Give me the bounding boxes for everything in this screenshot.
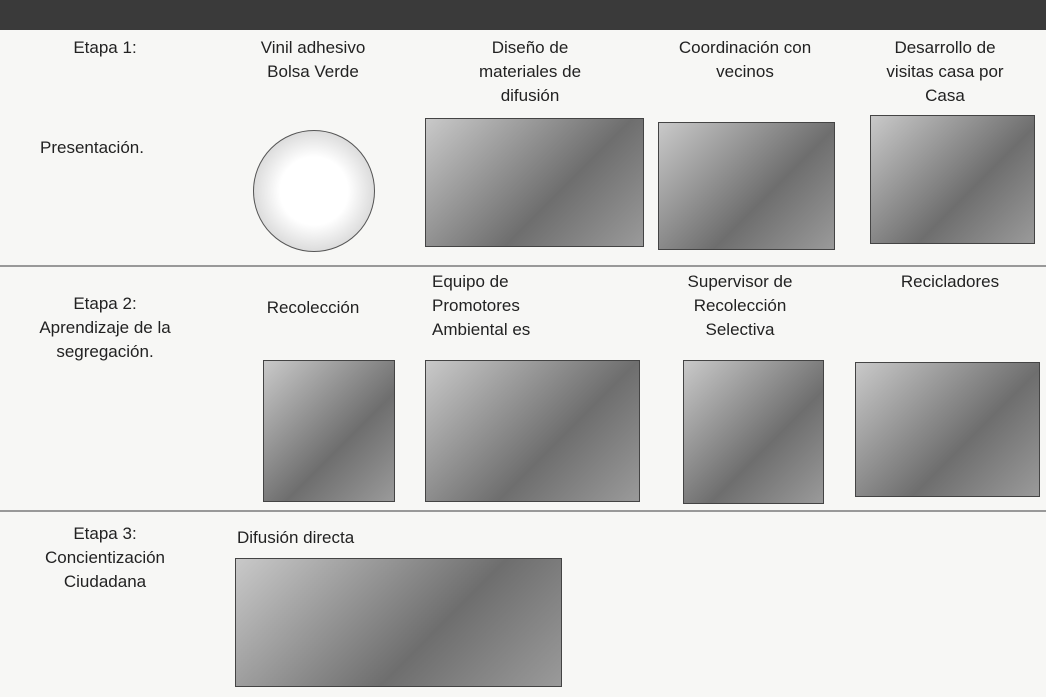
photo — [855, 362, 1040, 497]
item-label: Equipo de — [432, 272, 509, 291]
item-label: Diseño de — [491, 38, 569, 57]
item-label: Ambiental es — [432, 320, 531, 339]
photo — [253, 130, 375, 252]
item-label: Promotores — [432, 296, 520, 315]
item-label: materiales de — [478, 62, 582, 81]
row-divider — [0, 510, 1046, 512]
row-divider — [0, 265, 1046, 267]
stage-label: Ciudadana — [63, 572, 147, 591]
item-label: difusión — [500, 86, 560, 105]
photo — [683, 360, 824, 504]
item-label: Coordinación con — [678, 38, 812, 57]
item-label: Difusión directa — [237, 528, 355, 547]
item-label: Selectiva — [705, 320, 775, 339]
item-label: Recicladores — [900, 272, 1000, 291]
item-label: Vinil adhesivo — [260, 38, 366, 57]
stage-label: Etapa 2: — [73, 294, 137, 313]
stage-label: Concientización — [44, 548, 166, 567]
item-label: Recolección — [266, 298, 360, 317]
stage-label: Etapa 3: — [73, 524, 137, 543]
item-label: Recolección — [693, 296, 787, 315]
photo — [263, 360, 395, 502]
header-bar — [0, 0, 1046, 30]
stage-label: segregación. — [56, 342, 154, 361]
item-label: Casa — [925, 86, 965, 105]
photo — [425, 360, 640, 502]
item-label: Desarrollo de — [894, 38, 996, 57]
photo — [235, 558, 562, 687]
photo — [425, 118, 644, 247]
photo — [658, 122, 835, 250]
item-label: Supervisor de — [687, 272, 793, 291]
item-label: visitas casa por — [886, 62, 1004, 81]
item-label: vecinos — [716, 62, 774, 81]
stage-label: Presentación. — [40, 138, 144, 157]
item-label: Bolsa Verde — [267, 62, 359, 81]
stage-label: Etapa 1: — [73, 38, 137, 57]
photo — [870, 115, 1035, 244]
stage-label: Aprendizaje de la — [39, 318, 171, 337]
